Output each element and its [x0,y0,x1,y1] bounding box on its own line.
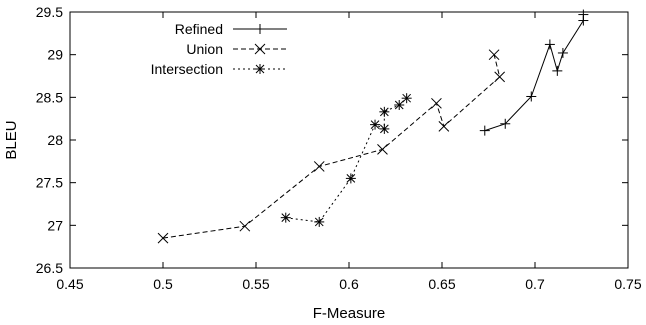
data-point-union [494,71,506,83]
data-point-union [313,161,325,172]
data-point-union [438,120,450,132]
data-point-intersection [370,119,381,130]
y-tick-label: 29 [47,47,63,63]
y-tick-label: 28.5 [36,89,63,105]
legend: Refined Union Intersection [151,21,287,77]
data-point-refined [552,65,563,76]
series-line-intersection [285,97,408,223]
data-point-union [157,232,169,244]
data-point-intersection [379,123,390,134]
legend-label-intersection: Intersection [151,61,223,77]
data-point-refined [500,118,511,129]
legend-marker-refined [255,24,265,34]
x-tick-label: 0.6 [339,276,359,292]
data-point-refined [526,91,537,102]
data-point-refined [557,47,568,58]
x-tick-label: 0.5 [153,276,173,292]
data-point-intersection [314,216,325,227]
data-point-intersection [280,212,291,223]
legend-label-union: Union [186,41,223,57]
data-point-union [239,220,251,232]
data-point-refined [479,125,490,136]
x-tick-label: 0.7 [525,276,545,292]
x-axis-label: F-Measure [313,305,386,322]
x-tick-label: 0.65 [428,276,455,292]
y-axis-label: BLEU [3,120,20,159]
data-point-intersection [345,173,356,184]
axis-ticks: 0.45 0.5 0.55 0.6 0.65 0.7 0.75 26.5 27 27.5 28 28.… [36,4,642,292]
y-tick-label: 27.5 [36,175,63,191]
data-point-intersection [394,100,405,111]
data-point-refined [578,9,589,20]
x-tick-label: 0.55 [242,276,269,292]
series-line-refined [484,14,584,132]
data-point-intersection [401,93,412,104]
y-tick-label: 28 [47,132,63,148]
legend-marker-union [254,43,266,55]
data-point-union [377,144,388,155]
data-point-union [488,49,500,61]
x-tick-label: 0.45 [56,276,83,292]
y-tick-label: 27 [47,217,63,233]
plot-frame [69,11,629,269]
series-line-union [162,54,501,239]
x-tick-label: 0.75 [614,276,641,292]
data-point-refined [544,39,555,50]
data-point-intersection [379,106,390,117]
series-layer [157,9,589,244]
y-tick-label: 29.5 [36,4,63,20]
legend-marker-intersection [255,64,265,74]
legend-label-refined: Refined [175,21,223,37]
y-tick-label: 26.5 [36,260,63,276]
data-point-union [431,97,442,109]
